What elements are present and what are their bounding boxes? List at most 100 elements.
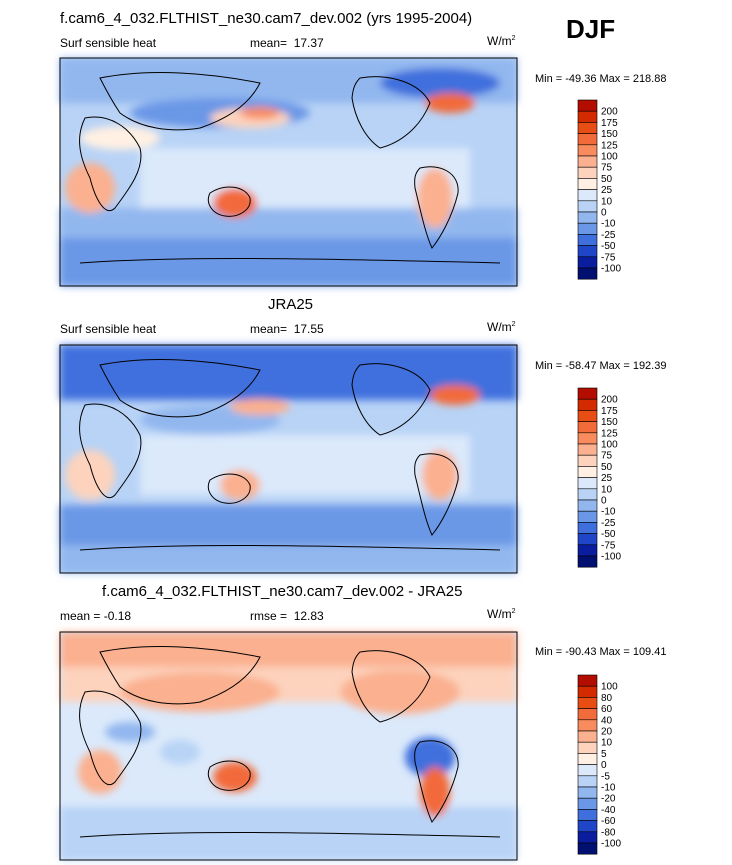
colorbar-tick-label: -50: [601, 529, 616, 540]
panel-3-coastlines: [79, 646, 501, 838]
panel-3-minmax: Min = -90.43 Max = 109.41: [535, 646, 667, 658]
panel-1-variable-label: Surf sensible heat: [60, 36, 157, 50]
panel-2-field: [60, 345, 517, 573]
colorbar-swatch: [577, 200, 598, 213]
colorbar-tick-label: 10: [601, 738, 613, 749]
colorbar-swatch: [577, 533, 598, 546]
colorbar-tick-label: 125: [601, 140, 618, 151]
season-label: DJF: [566, 14, 616, 44]
panel-3-units-sup: 2: [511, 608, 516, 615]
colorbar-tick-label: 100: [601, 682, 618, 693]
colorbar-tick-label: 75: [601, 451, 613, 462]
colorbar-swatch: [577, 786, 598, 799]
panel-3-field: [60, 632, 517, 860]
colorbar-swatch: [577, 144, 598, 157]
colorbar-swatch: [577, 222, 598, 235]
colorbar-swatch: [577, 432, 598, 445]
colorbar-swatch: [577, 110, 598, 123]
panel-1-mean: mean= 17.37: [250, 36, 324, 50]
panel-3-title: f.cam6_4_032.FLTHIST_ne30.cam7_dev.002 -…: [102, 583, 463, 600]
colorbar-swatch: [577, 674, 598, 687]
colorbar-tick-label: -100: [601, 552, 621, 563]
panel-1-map: [59, 57, 518, 287]
colorbar-tick-label: 5: [601, 749, 607, 760]
colorbar-tick-label: -80: [601, 827, 616, 838]
colorbar-swatch: [577, 256, 598, 269]
colorbar-swatch: [577, 421, 598, 434]
panel-3-map: [59, 631, 518, 861]
colorbar-tick-label: 25: [601, 185, 613, 196]
colorbar-swatch: [577, 697, 598, 709]
panel-2-units-sup: 2: [511, 321, 516, 328]
panel-2-map: [59, 344, 518, 574]
colorbar-tick-label: 200: [601, 107, 618, 118]
colorbar-tick-label: 50: [601, 462, 613, 473]
colorbar-swatch: [577, 267, 598, 280]
colorbar-swatch: [577, 831, 598, 844]
colorbar-swatch: [577, 178, 598, 190]
colorbar-tick-label: 175: [601, 118, 618, 129]
panel-1-units: W/m2: [487, 34, 516, 48]
colorbar-swatch: [577, 211, 598, 224]
colorbar-tick-label: -5: [601, 771, 610, 782]
colorbar-swatch: [577, 685, 598, 698]
colorbar-tick-label: 150: [601, 417, 618, 428]
colorbar-swatch: [577, 166, 598, 179]
colorbar-swatch: [577, 454, 598, 467]
colorbar-tick-label: 100: [601, 152, 618, 163]
colorbar-swatch: [577, 189, 598, 202]
panel-2-units-text: W/m: [487, 320, 512, 334]
colorbar-swatch: [577, 387, 598, 400]
colorbar-tick-label: 80: [601, 693, 613, 704]
colorbar-swatch: [577, 764, 598, 777]
panel-1-units-sup: 2: [511, 35, 516, 42]
colorbar-swatch: [577, 99, 598, 112]
panel-1-minmax: Min = -49.36 Max = 218.88: [535, 73, 667, 85]
colorbar-swatch: [577, 122, 598, 134]
colorbar-tick-label: -60: [601, 816, 616, 827]
colorbar-tick-label: 10: [601, 484, 613, 495]
colorbar-tick-label: 200: [601, 395, 618, 406]
colorbar-tick-label: 125: [601, 428, 618, 439]
colorbar-swatch: [577, 155, 598, 168]
colorbar-tick-label: -100: [601, 839, 621, 850]
colorbar-tick-label: 100: [601, 440, 618, 451]
panel-2-minmax: Min = -58.47 Max = 192.39: [535, 360, 667, 372]
panel-3-rmse-value: 12.83: [293, 609, 324, 623]
colorbar-swatch: [577, 488, 598, 501]
colorbar-swatch: [577, 809, 598, 821]
panel-1-title: f.cam6_4_032.FLTHIST_ne30.cam7_dev.002 (…: [60, 10, 473, 27]
panel-1-coastlines: [79, 72, 501, 264]
panel-3-rmse-label: rmse =: [250, 609, 288, 623]
panel-1-mean-label: mean=: [250, 36, 288, 50]
colorbar-tick-label: 40: [601, 715, 613, 726]
colorbar-swatch: [577, 719, 598, 732]
panel-1-field: [60, 58, 517, 286]
panel-3-units-text: W/m: [487, 607, 512, 621]
panel-2-mean-label: mean=: [250, 322, 288, 336]
panel-2-title: JRA25: [268, 296, 314, 313]
colorbar-tick-label: -10: [601, 783, 616, 794]
colorbar-tick-label: 0: [601, 496, 607, 507]
panel-3-mean: mean = -0.18: [60, 609, 132, 623]
colorbar-tick-label: 150: [601, 129, 618, 140]
colorbar-swatch: [577, 555, 598, 568]
colorbar-tick-label: 0: [601, 208, 607, 219]
colorbar-tick-label: 50: [601, 174, 613, 185]
panel-1-units-text: W/m: [487, 34, 512, 48]
colorbar-tick-label: -40: [601, 805, 616, 816]
colorbar-swatch: [577, 522, 598, 534]
panel-1-mean-value: 17.37: [293, 36, 324, 50]
colorbar-swatch: [577, 398, 598, 411]
colorbar-swatch: [577, 753, 598, 765]
colorbar-swatch: [577, 708, 598, 721]
colorbar-tick-label: 175: [601, 406, 618, 417]
colorbar-swatch: [577, 466, 598, 478]
colorbar-swatch: [577, 741, 598, 754]
panel-2-mean: mean= 17.55: [250, 322, 324, 336]
panel-3-units: W/m2: [487, 607, 516, 621]
colorbar-swatch: [577, 477, 598, 490]
